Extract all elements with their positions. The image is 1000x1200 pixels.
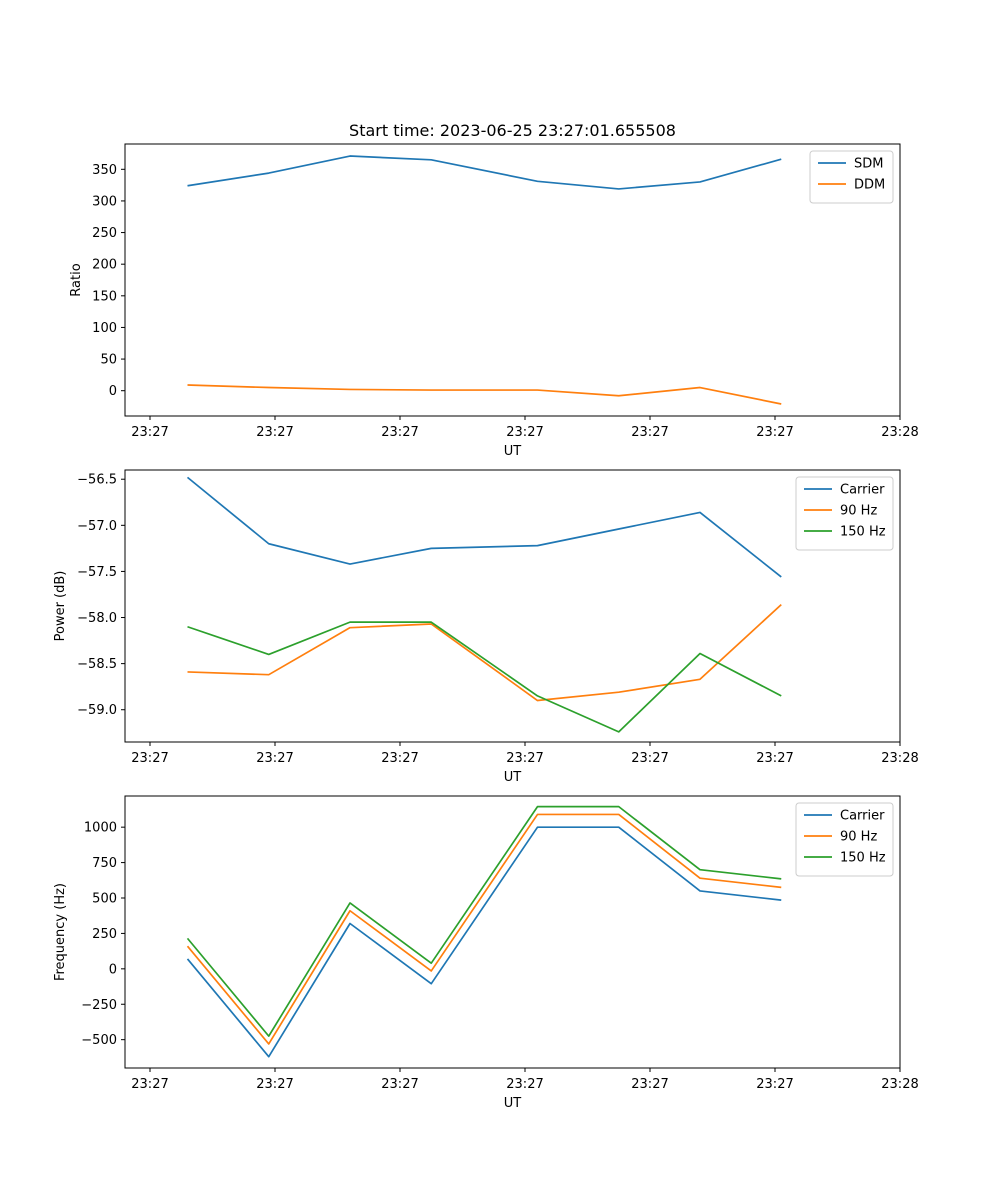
y-tick-label: −58.5	[77, 657, 117, 672]
legend-label: Carrier	[840, 809, 885, 824]
x-tick-label: 23:27	[256, 1077, 293, 1092]
legend-box	[809, 150, 894, 204]
x-tick-label: 23:28	[881, 425, 918, 440]
x-axis-label: UT	[504, 1096, 522, 1111]
x-tick-label: 23:27	[631, 425, 668, 440]
x-tick-label: 23:27	[506, 751, 543, 766]
legend-label: 150 Hz	[840, 525, 886, 540]
series-line-150-hz	[187, 621, 782, 733]
y-tick-label: 250	[92, 226, 117, 241]
axes-frame	[124, 795, 901, 1069]
x-axis-label: UT	[504, 770, 522, 785]
x-tick-label: 23:27	[756, 425, 793, 440]
legend-label: Carrier	[840, 483, 885, 498]
series-line-150-hz	[186, 805, 782, 1037]
series-line-90-hz	[186, 813, 782, 1045]
x-tick-label: 23:28	[881, 1077, 918, 1092]
x-tick-label: 23:27	[381, 425, 418, 440]
series-line-90-hz	[187, 603, 782, 702]
legend-label: 90 Hz	[840, 830, 877, 845]
series-line-sdm	[187, 155, 782, 190]
y-tick-label: 200	[92, 258, 117, 273]
y-tick-label: 350	[92, 163, 117, 178]
legend-label: 90 Hz	[840, 504, 877, 519]
x-tick-label: 23:27	[131, 425, 168, 440]
y-tick-label: 0	[109, 384, 117, 399]
axes-frame	[124, 143, 901, 417]
subplot-2: 23:27 23:27 23:27 23:27 23:27 23:27 23:28 −59.0…	[53, 469, 919, 785]
y-tick-label: −250	[81, 998, 117, 1013]
subplots: 23:27 23:27 23:27 23:27 23:27 23:27 23:28 0 50 10…	[53, 143, 919, 1111]
x-tick-label: 23:27	[381, 1077, 418, 1092]
legend-label: 150 Hz	[840, 851, 886, 866]
x-tick-label: 23:27	[756, 751, 793, 766]
series-line-ddm	[187, 384, 782, 405]
x-axis-label: UT	[504, 444, 522, 459]
y-tick-label: −57.0	[77, 519, 117, 534]
figure-title: Start time: 2023-06-25 23:27:01.655508	[349, 121, 676, 140]
y-axis-label: Ratio	[69, 263, 84, 296]
y-tick-label: 0	[109, 962, 117, 977]
x-tick-label: 23:27	[131, 1077, 168, 1092]
x-tick-label: 23:27	[756, 1077, 793, 1092]
series-line-carrier	[186, 476, 782, 578]
y-tick-label: 50	[100, 353, 117, 368]
x-tick-label: 23:27	[256, 751, 293, 766]
subplot-3: 23:27 23:27 23:27 23:27 23:27 23:27 23:28 −500 −…	[53, 795, 919, 1111]
y-tick-label: −500	[81, 1033, 117, 1048]
y-tick-label: −56.5	[77, 473, 117, 488]
x-tick-label: 23:28	[881, 751, 918, 766]
y-axis-label: Frequency (Hz)	[53, 883, 68, 981]
y-tick-label: −57.5	[77, 565, 117, 580]
y-tick-label: −59.0	[77, 703, 117, 718]
y-tick-label: 250	[92, 927, 117, 942]
x-tick-label: 23:27	[631, 751, 668, 766]
y-tick-label: 300	[92, 194, 117, 209]
x-tick-label: 23:27	[506, 425, 543, 440]
legend-label: SDM	[854, 157, 883, 172]
x-tick-label: 23:27	[631, 1077, 668, 1092]
subplot-1: 23:27 23:27 23:27 23:27 23:27 23:27 23:28 0 50 10…	[69, 143, 919, 459]
y-tick-label: 500	[92, 892, 117, 907]
series-line-carrier	[186, 826, 782, 1058]
x-tick-label: 23:27	[256, 425, 293, 440]
x-tick-label: 23:27	[506, 1077, 543, 1092]
y-tick-label: 100	[92, 321, 117, 336]
legend-label: DDM	[854, 178, 885, 193]
y-axis-label: Power (dB)	[53, 571, 68, 642]
y-tick-label: 750	[92, 856, 117, 871]
x-tick-label: 23:27	[381, 751, 418, 766]
x-tick-label: 23:27	[131, 751, 168, 766]
y-tick-label: −58.0	[77, 611, 117, 626]
axes-frame	[124, 469, 901, 743]
y-tick-label: 1000	[84, 821, 117, 836]
y-tick-label: 150	[92, 289, 117, 304]
